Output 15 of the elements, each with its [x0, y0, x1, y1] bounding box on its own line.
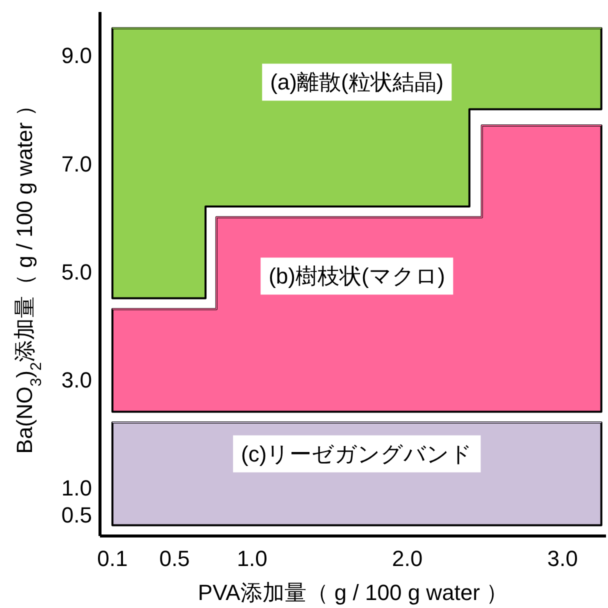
series-label: (c)リーゼガングバンド	[241, 441, 473, 466]
y-tick-label: 1.0	[61, 475, 92, 500]
x-tick-label: 1.0	[236, 546, 268, 571]
x-axis-title: PVA添加量（ g / 100 g water ）	[198, 580, 508, 605]
y-tick-label: 0.5	[61, 502, 92, 528]
x-tick-label: 3.0	[547, 546, 578, 571]
y-tick-label: 3.0	[61, 367, 92, 392]
x-tick-label: 0.5	[159, 546, 190, 571]
y-tick-label: 7.0	[61, 151, 92, 176]
x-tick-label: 0.1	[97, 546, 128, 571]
series-label: (a)離散(粒状結晶)	[270, 70, 444, 95]
y-tick-label: 9.0	[61, 43, 92, 68]
y-tick-label: 5.0	[61, 259, 92, 284]
x-tick-label: 2.0	[392, 546, 423, 571]
text: (b)樹枝状(マクロ)	[268, 264, 446, 289]
